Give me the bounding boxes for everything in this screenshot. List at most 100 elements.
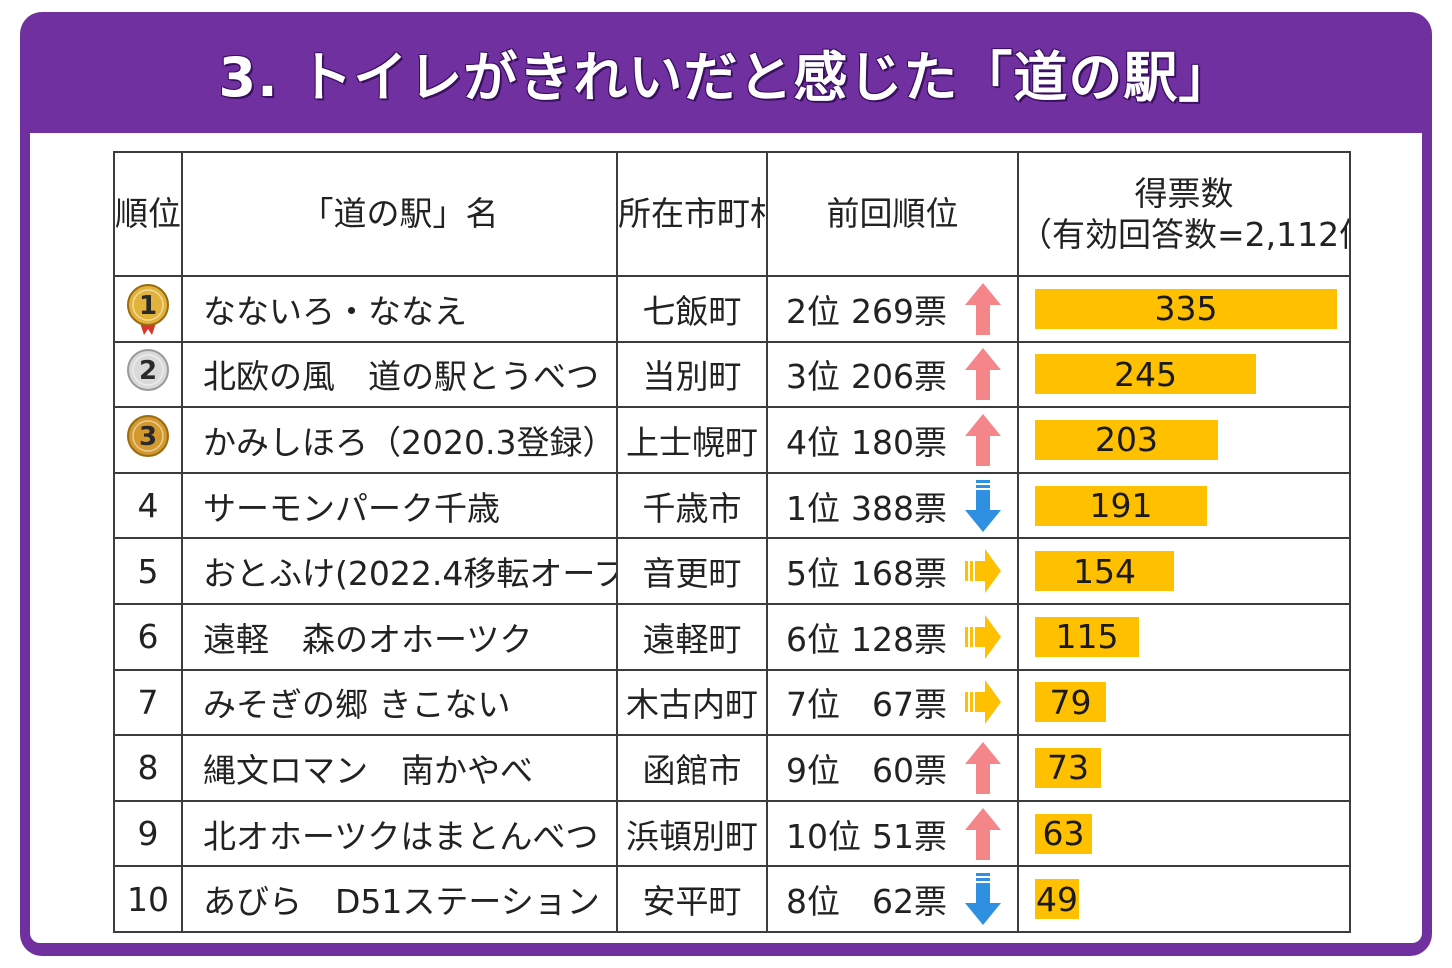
header-city: 所在市町村 [616,151,768,277]
rank-cell: 3 [113,406,183,474]
previous-rank: 7位 [786,685,840,725]
votes-label: 245 [1114,354,1177,394]
station-name: みそぎの郷 きこない [181,668,618,737]
rank-cell: 6 [113,602,183,671]
station-name: おとふけ(2022.4移転オープン) [181,537,618,605]
rank-cell: 4 [113,471,183,540]
previous-rank-cell: 4位 180票 [766,406,1019,474]
votes-bar: 79 [1035,682,1106,723]
previous-rank-cell: 2位 269票 [766,275,1019,343]
header-name: 「道の駅」名 [181,151,618,277]
silver-medal-icon: 2 [127,349,169,392]
table-row: 9 北オホーツクはまとんべつ 浜頓別町 10位 51票 63 [113,799,1351,868]
votes-label: 79 [1049,682,1092,722]
rank-number: 9 [137,814,159,854]
header-votes-line2: （有効回答数=2,112件） [1019,215,1348,254]
votes-bar: 191 [1035,485,1207,526]
arrow-up-icon [965,282,1001,335]
arrow-down-icon [965,873,1001,926]
city-name: 木古内町 [616,668,768,737]
city-name: 七飯町 [616,275,768,343]
previous-votes: 168票 [851,554,947,594]
votes-label: 335 [1154,289,1218,329]
rank-number: 10 [127,879,169,919]
table-row: 10 あびら D51ステーション 安平町 8位 62票 49 [113,865,1351,933]
previous-votes: 388票 [851,488,947,528]
medal-rank-label: 3 [139,422,157,452]
rank-number: 7 [137,682,159,722]
medal-rank-label: 1 [139,291,157,321]
medal-rank-label: 2 [139,356,157,386]
city-name: 当別町 [616,340,768,409]
header-votes-line1: 得票数 [1134,173,1234,213]
votes-label: 154 [1073,551,1136,591]
votes-cell: 115 [1017,602,1351,671]
previous-rank-cell: 7位 67票 [766,668,1019,737]
previous-votes: 206票 [851,357,947,397]
previous-rank-cell: 10位 51票 [766,799,1019,868]
previous-votes: 51票 [872,816,947,856]
station-name: なないろ・ななえ [181,275,618,343]
votes-cell: 63 [1017,799,1351,868]
arrow-down-icon [965,479,1001,532]
rank-cell: 5 [113,537,183,605]
header-votes: 得票数 （有効回答数=2,112件） [1017,151,1351,277]
votes-bar: 154 [1035,551,1174,592]
table-row: 6 遠軽 森のオホーツク 遠軽町 6位 128票 115 [113,602,1351,671]
station-name: 縄文ロマン 南かやべ [181,734,618,802]
previous-votes: 62票 [872,882,947,922]
votes-bar: 115 [1035,616,1139,657]
city-name: 浜頓別町 [616,799,768,868]
previous-rank: 1位 [786,488,840,528]
previous-rank: 9位 [786,750,840,790]
previous-rank-cell: 8位 62票 [766,865,1019,933]
arrow-up-icon [965,807,1001,860]
votes-cell: 203 [1017,406,1351,474]
bronze-medal-icon: 3 [127,414,169,457]
previous-votes: 269票 [851,291,947,331]
previous-rank: 8位 [786,882,840,922]
previous-votes: 180票 [851,422,947,462]
votes-bar: 245 [1035,354,1256,395]
previous-rank: 4位 [786,422,840,462]
votes-label: 49 [1036,879,1078,919]
votes-bar: 203 [1035,419,1218,460]
votes-cell: 245 [1017,340,1351,409]
votes-label: 73 [1047,748,1089,788]
previous-rank-cell: 1位 388票 [766,471,1019,540]
table-row: 5 おとふけ(2022.4移転オープン)音更町 5位 168票 154 [113,537,1351,605]
rank-cell: 8 [113,734,183,802]
previous-rank: 5位 [786,554,840,594]
votes-cell: 335 [1017,275,1351,343]
rank-cell: 2 [113,340,183,409]
previous-rank: 6位 [786,619,840,659]
header-rank: 順位 [113,151,183,277]
votes-label: 203 [1095,420,1158,460]
station-name: 遠軽 森のオホーツク [181,602,618,671]
votes-bar: 335 [1035,288,1337,329]
arrow-right-icon [965,680,1001,725]
votes-label: 63 [1042,814,1085,854]
header-previous: 前回順位 [766,151,1019,277]
votes-label: 191 [1089,486,1153,526]
votes-cell: 191 [1017,471,1351,540]
arrow-up-icon [965,348,1001,401]
votes-bar: 73 [1035,747,1101,788]
rank-number: 6 [137,617,159,657]
arrow-up-icon [965,741,1001,794]
rank-cell: 7 [113,668,183,737]
previous-votes: 67票 [872,685,947,725]
previous-rank-cell: 5位 168票 [766,537,1019,605]
city-name: 音更町 [616,537,768,605]
station-name: 北オホーツクはまとんべつ [181,799,618,868]
previous-rank: 3位 [786,357,840,397]
table-row: 8 縄文ロマン 南かやべ 函館市 9位 60票 73 [113,734,1351,802]
station-name: かみしほろ（2020.3登録） [181,406,618,474]
votes-bar: 63 [1035,813,1092,854]
votes-cell: 49 [1017,865,1351,933]
station-name: サーモンパーク千歳 [181,471,618,540]
previous-votes: 128票 [851,619,947,659]
station-name: あびら D51ステーション [181,865,618,933]
ranking-table: 順位 「道の駅」名 所在市町村 前回順位 得票数 （有効回答数=2,112件） … [113,151,1351,933]
votes-cell: 154 [1017,537,1351,605]
